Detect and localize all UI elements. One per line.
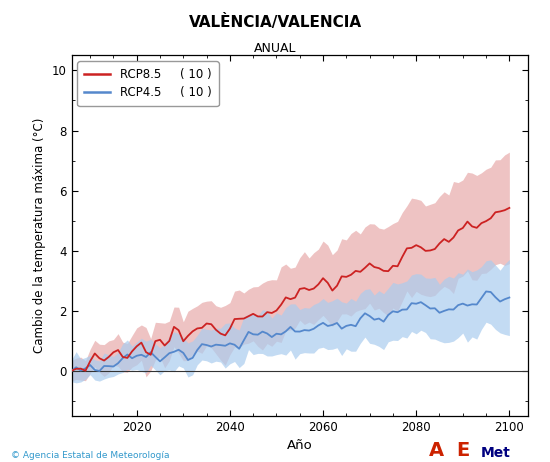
Text: E: E	[456, 441, 470, 460]
X-axis label: Año: Año	[287, 439, 312, 452]
Text: Met: Met	[481, 446, 511, 460]
Y-axis label: Cambio de la temperatura máxima (°C): Cambio de la temperatura máxima (°C)	[33, 118, 46, 353]
Text: A: A	[429, 441, 444, 460]
Text: VALÈNCIA/VALENCIA: VALÈNCIA/VALENCIA	[189, 14, 361, 30]
Legend: RCP8.5     ( 10 ), RCP4.5     ( 10 ): RCP8.5 ( 10 ), RCP4.5 ( 10 )	[78, 61, 219, 106]
Text: ANUAL: ANUAL	[254, 42, 296, 55]
Text: © Agencia Estatal de Meteorología: © Agencia Estatal de Meteorología	[11, 451, 169, 460]
